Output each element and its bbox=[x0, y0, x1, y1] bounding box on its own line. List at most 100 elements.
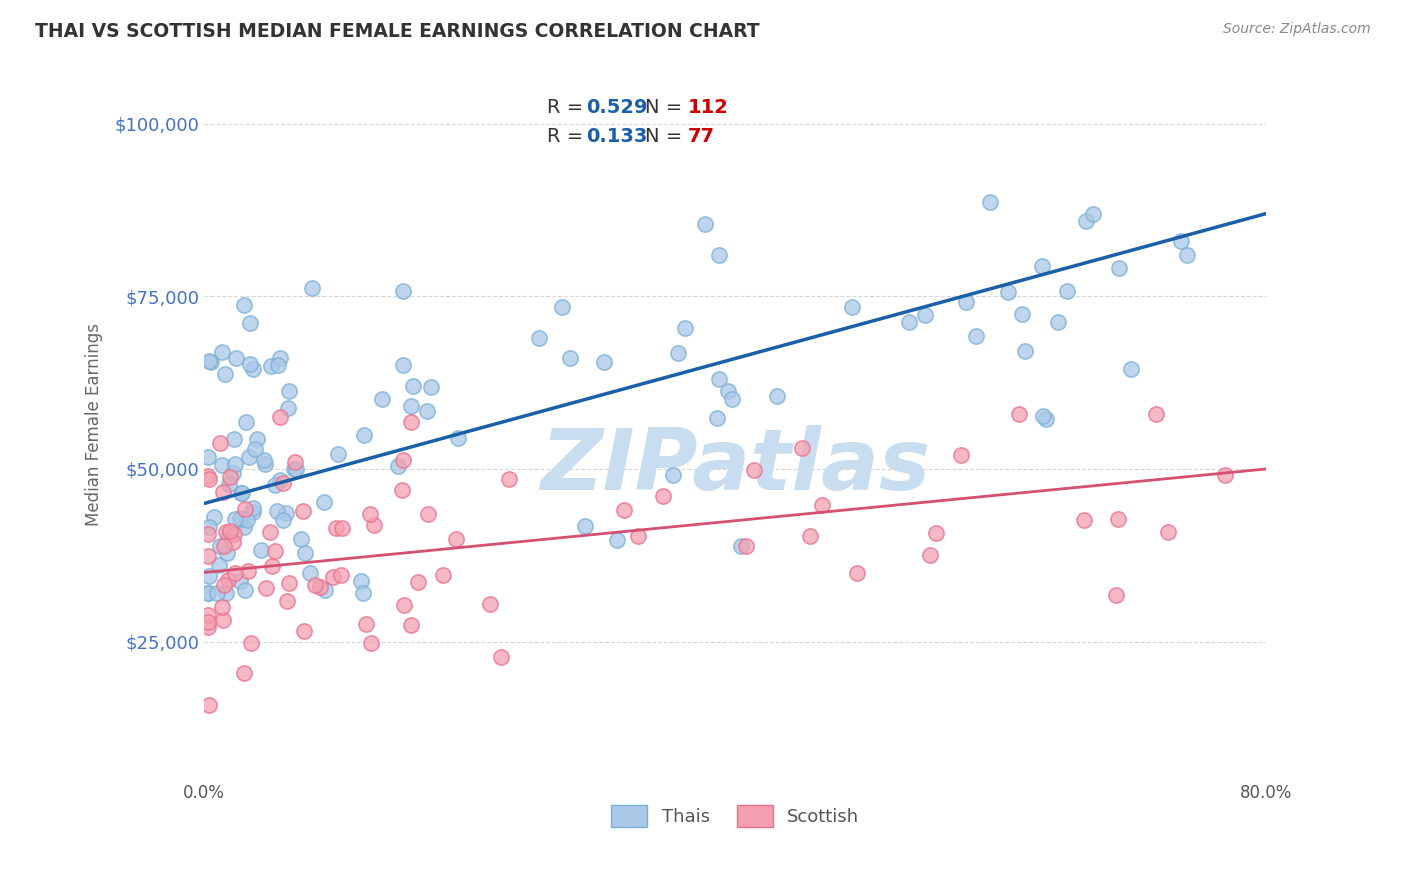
Point bbox=[211, 613, 233, 627]
Point bbox=[717, 384, 740, 398]
Point bbox=[218, 476, 240, 491]
Point bbox=[402, 378, 425, 392]
Point bbox=[997, 285, 1019, 299]
Point bbox=[264, 478, 287, 492]
Point bbox=[215, 524, 238, 539]
Legend: Thais, Scottish: Thais, Scottish bbox=[603, 798, 866, 835]
Point bbox=[354, 617, 377, 632]
Point bbox=[498, 472, 520, 486]
Point bbox=[285, 462, 308, 476]
Text: 112: 112 bbox=[688, 98, 728, 118]
Point bbox=[238, 450, 260, 464]
Point bbox=[1047, 315, 1070, 329]
Point bbox=[219, 524, 242, 538]
Point bbox=[709, 248, 731, 262]
Point bbox=[391, 483, 413, 497]
Point bbox=[304, 577, 326, 591]
Point bbox=[215, 546, 238, 560]
Point bbox=[1108, 260, 1130, 275]
Point bbox=[841, 300, 863, 314]
Point bbox=[211, 599, 233, 614]
Text: N =: N = bbox=[645, 98, 689, 118]
Point bbox=[224, 512, 246, 526]
Text: ZIPatlas: ZIPatlas bbox=[540, 425, 931, 508]
Point bbox=[1032, 409, 1054, 423]
Point bbox=[415, 404, 437, 418]
Point bbox=[799, 529, 821, 543]
Point bbox=[209, 539, 232, 553]
Point bbox=[235, 416, 257, 430]
Point bbox=[225, 351, 247, 365]
Point bbox=[1213, 467, 1236, 482]
Point bbox=[652, 489, 675, 503]
Point bbox=[1170, 235, 1192, 249]
Point bbox=[613, 502, 636, 516]
Point bbox=[742, 463, 765, 477]
Point bbox=[197, 450, 219, 464]
Point bbox=[276, 594, 298, 608]
Point bbox=[197, 615, 219, 629]
Point bbox=[266, 504, 288, 518]
Point bbox=[730, 540, 752, 554]
Point bbox=[1076, 214, 1098, 228]
Point bbox=[709, 372, 731, 386]
Point bbox=[229, 574, 252, 588]
Point bbox=[276, 506, 298, 520]
Point bbox=[371, 392, 394, 407]
Point bbox=[298, 566, 321, 581]
Point bbox=[239, 316, 262, 330]
Point bbox=[489, 649, 512, 664]
Point bbox=[292, 504, 315, 518]
Point bbox=[330, 521, 353, 535]
Point bbox=[790, 442, 813, 456]
Point bbox=[202, 509, 225, 524]
Point bbox=[222, 467, 245, 481]
Point bbox=[387, 458, 409, 473]
Point bbox=[233, 583, 256, 598]
Point bbox=[290, 533, 312, 547]
Point bbox=[212, 578, 235, 592]
Point bbox=[269, 409, 291, 424]
Point bbox=[1144, 407, 1167, 421]
Point bbox=[242, 500, 264, 515]
Point bbox=[256, 582, 278, 596]
Point bbox=[406, 574, 429, 589]
Point bbox=[197, 586, 219, 600]
Point bbox=[1073, 513, 1095, 527]
Point bbox=[266, 358, 288, 372]
Point bbox=[394, 599, 416, 613]
Point bbox=[240, 636, 263, 650]
Point bbox=[955, 294, 977, 309]
Point bbox=[1008, 407, 1031, 421]
Point bbox=[224, 432, 246, 446]
Point bbox=[353, 428, 375, 442]
Point bbox=[277, 401, 299, 416]
Text: 77: 77 bbox=[688, 127, 714, 145]
Point bbox=[965, 329, 987, 343]
Point bbox=[229, 486, 252, 500]
Point bbox=[200, 354, 222, 368]
Point bbox=[392, 284, 415, 298]
Point bbox=[391, 453, 413, 467]
Point bbox=[706, 411, 728, 425]
Point bbox=[236, 513, 259, 527]
Point bbox=[1056, 285, 1078, 299]
Point bbox=[308, 580, 330, 594]
Point bbox=[197, 549, 219, 563]
Point bbox=[218, 528, 240, 542]
Point bbox=[350, 574, 373, 588]
Point bbox=[325, 521, 347, 535]
Point bbox=[233, 502, 256, 516]
Point bbox=[269, 473, 291, 487]
Point bbox=[260, 359, 283, 373]
Point bbox=[322, 570, 344, 584]
Point bbox=[314, 582, 336, 597]
Point bbox=[352, 586, 374, 600]
Point bbox=[212, 539, 235, 553]
Point bbox=[222, 527, 245, 541]
Point bbox=[198, 569, 221, 583]
Point bbox=[418, 507, 440, 521]
Point bbox=[294, 545, 316, 559]
Point bbox=[661, 468, 683, 483]
Point bbox=[326, 447, 349, 461]
